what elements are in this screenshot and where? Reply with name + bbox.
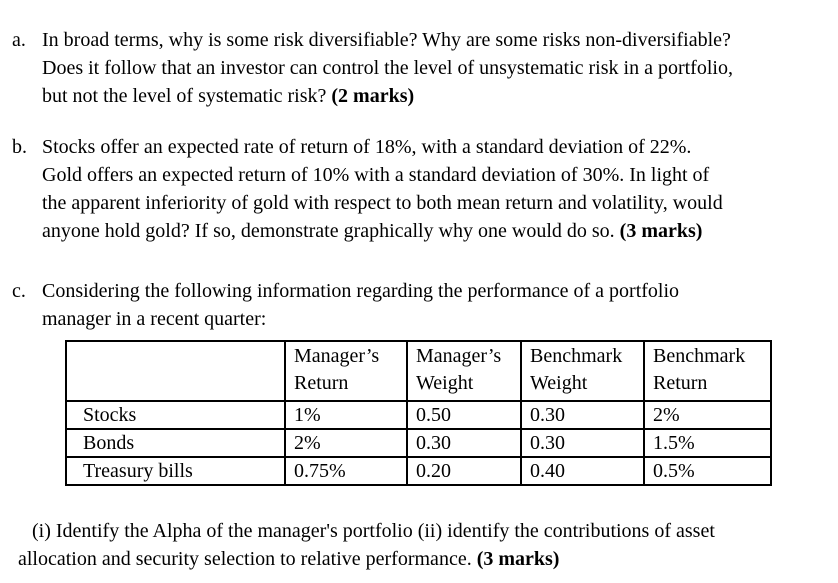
stocks-managers-return: 1%: [284, 400, 408, 430]
question-c-line-2: manager in a recent quarter:: [42, 308, 267, 330]
header-cell-managers-weight: Manager’s Weight: [406, 340, 522, 402]
bonds-managers-return: 2%: [284, 428, 408, 458]
treasury-bills-managers-weight: 0.20: [406, 456, 522, 486]
question-a-text: In broad terms, why is some risk diversi…: [42, 26, 834, 110]
question-b-text: Stocks offer an expected rate of return …: [42, 133, 834, 245]
question-b-marks: (3 marks): [619, 220, 703, 242]
question-a-line-3-text: but not the level of systematic risk?: [42, 85, 332, 107]
question-a-line-2: Does it follow that an investor can cont…: [42, 57, 733, 79]
treasury-bills-benchmark-weight: 0.40: [520, 456, 645, 486]
bonds-managers-weight: 0.30: [406, 428, 522, 458]
footer-question-marks: (3 marks): [476, 548, 560, 570]
stocks-managers-weight: 0.50: [406, 400, 522, 430]
footer-question-line-2-text: allocation and security selection to rel…: [18, 548, 477, 570]
question-b-line-4-text: anyone hold gold? If so, demonstrate gra…: [42, 220, 620, 242]
header-cell-benchmark-return: Benchmark Return: [643, 340, 772, 402]
table-header-row: Manager’s Return Manager’s Weight Benchm…: [65, 340, 772, 402]
stocks-label: Stocks: [65, 400, 286, 430]
question-c-label: c.: [12, 280, 26, 302]
header-cell-blank: [65, 340, 286, 402]
question-b: b. Stocks offer an expected rate of retu…: [12, 133, 838, 245]
question-c: c. Considering the following information…: [12, 277, 838, 333]
question-c-line-1: Considering the following information re…: [42, 280, 680, 302]
question-a-line-3: but not the level of systematic risk? (2…: [42, 82, 834, 110]
question-b-line-1: Stocks offer an expected rate of return …: [42, 136, 692, 158]
footer-question: (i) Identify the Alpha of the manager's …: [18, 517, 814, 573]
treasury-bills-managers-return: 0.75%: [284, 456, 408, 486]
question-a: a. In broad terms, why is some risk dive…: [12, 26, 838, 110]
performance-table: Manager’s Return Manager’s Weight Benchm…: [65, 340, 772, 486]
stocks-benchmark-weight: 0.30: [520, 400, 645, 430]
table-row-stocks: Stocks 1% 0.50 0.30 2%: [65, 400, 772, 430]
bonds-benchmark-return: 1.5%: [643, 428, 772, 458]
question-a-marks: (2 marks): [331, 85, 415, 107]
bonds-label: Bonds: [65, 428, 286, 458]
header-cell-benchmark-weight: Benchmark Weight: [520, 340, 645, 402]
question-c-text: Considering the following information re…: [42, 277, 834, 333]
table-row-treasury-bills: Treasury bills 0.75% 0.20 0.40 0.5%: [65, 456, 772, 486]
header-cell-managers-return: Manager’s Return: [284, 340, 408, 402]
stocks-benchmark-return: 2%: [643, 400, 772, 430]
treasury-bills-benchmark-return: 0.5%: [643, 456, 772, 486]
question-b-line-3: the apparent inferiority of gold with re…: [42, 192, 723, 214]
question-b-line-2: Gold offers an expected return of 10% wi…: [42, 164, 710, 186]
question-b-line-4: anyone hold gold? If so, demonstrate gra…: [42, 217, 834, 245]
footer-question-line-2: allocation and security selection to rel…: [18, 545, 814, 573]
question-a-label: a.: [12, 29, 26, 51]
footer-question-line-1: (i) Identify the Alpha of the manager's …: [32, 520, 715, 542]
table-row-bonds: Bonds 2% 0.30 0.30 1.5%: [65, 428, 772, 458]
question-a-line-1: In broad terms, why is some risk diversi…: [42, 29, 731, 51]
treasury-bills-label: Treasury bills: [65, 456, 286, 486]
question-b-label: b.: [12, 136, 27, 158]
bonds-benchmark-weight: 0.30: [520, 428, 645, 458]
